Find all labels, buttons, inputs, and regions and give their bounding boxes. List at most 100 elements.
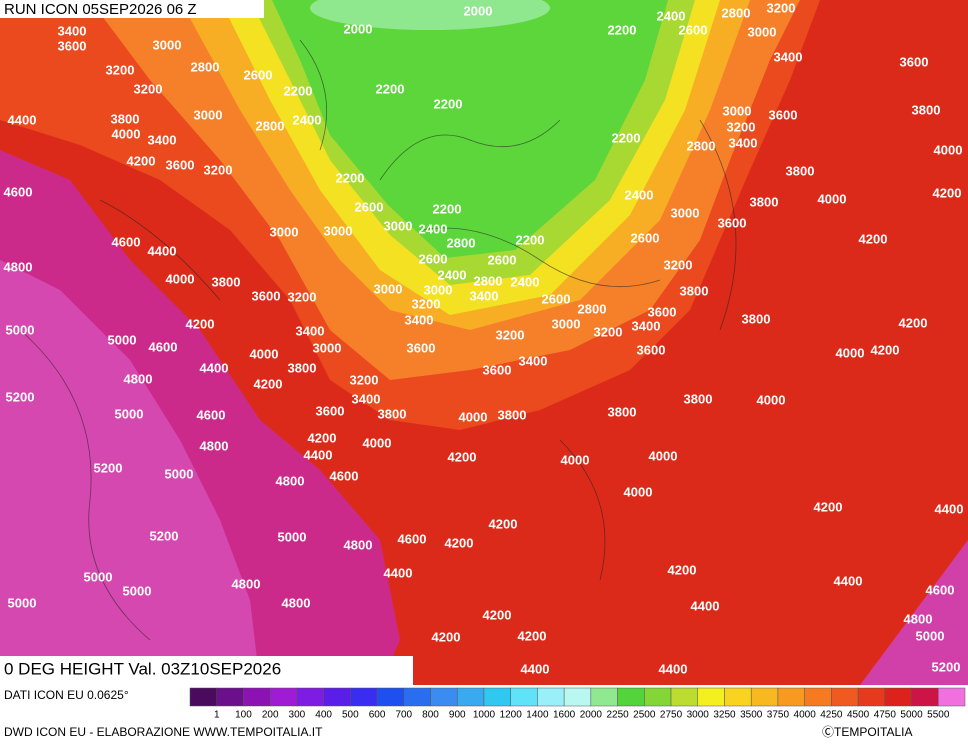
contour-label: 5200 (150, 528, 179, 543)
legend-swatch (189, 687, 217, 707)
legend-label: 300 (289, 710, 306, 721)
legend-label: 3250 (713, 710, 736, 721)
legend-label: 2500 (633, 710, 656, 721)
contour-label: 4000 (818, 191, 847, 206)
contour-label: 3200 (204, 162, 233, 177)
contour-label: 4600 (4, 184, 33, 199)
contour-label: 2200 (284, 83, 313, 98)
contour-label: 4800 (124, 371, 153, 386)
contour-label: 2600 (355, 199, 384, 214)
contour-label: 4000 (934, 142, 963, 157)
legend-swatch (323, 687, 351, 707)
contour-label: 4200 (668, 562, 697, 577)
contour-label: 3800 (498, 407, 527, 422)
contour-label: 4400 (200, 360, 229, 375)
contour-label: 2800 (687, 138, 716, 153)
contour-label: 3200 (288, 289, 317, 304)
contour-label: 3600 (58, 38, 87, 53)
contour-label: 4200 (254, 376, 283, 391)
contour-label: 3800 (786, 163, 815, 178)
contour-label: 5200 (6, 389, 35, 404)
legend-label: 1 (214, 710, 220, 721)
legend-swatch (510, 687, 538, 707)
field-pink-se (860, 540, 968, 685)
contour-label: 3800 (288, 360, 317, 375)
contour-label: 4400 (384, 565, 413, 580)
contour-label: 4200 (899, 315, 928, 330)
contour-label: 2200 (336, 170, 365, 185)
contour-label: 4000 (112, 126, 141, 141)
contour-label: 2400 (419, 221, 448, 236)
legend-label: 100 (235, 710, 252, 721)
contour-label: 3800 (378, 406, 407, 421)
contour-label: 3000 (424, 282, 453, 297)
contour-label: 3400 (519, 353, 548, 368)
contour-label: 4800 (344, 537, 373, 552)
contour-label: 3600 (316, 403, 345, 418)
contour-label: 4400 (148, 243, 177, 258)
contour-label: 3400 (352, 391, 381, 406)
legend-swatch (456, 687, 485, 707)
contour-label: 2800 (256, 118, 285, 133)
contour-label: 4400 (8, 112, 37, 127)
contour-label: 5000 (108, 332, 137, 347)
contour-label: 3000 (374, 281, 403, 296)
contour-label: 3200 (496, 327, 525, 342)
contour-label: 3400 (405, 312, 434, 327)
legend-label: 2750 (660, 710, 683, 721)
contour-label: 2000 (464, 3, 493, 18)
legend-label: 3500 (740, 710, 763, 721)
contour-label: 4200 (859, 231, 888, 246)
contour-label: 4200 (432, 629, 461, 644)
legend-label: 1400 (526, 710, 549, 721)
field: 3400 3600 3000 3200 2800 3200 2600 2200 3000 3800… (0, 0, 968, 685)
contour-label: 3200 (767, 0, 796, 15)
contour-label: 4600 (926, 582, 955, 597)
contour-label: 3400 (148, 132, 177, 147)
contour-label: 5000 (165, 466, 194, 481)
legend-swatch (670, 687, 699, 707)
legend-label: 200 (262, 710, 279, 721)
contour-label: 4400 (691, 598, 720, 613)
legend-swatch (483, 687, 511, 707)
contour-label: 3200 (106, 62, 135, 77)
legend-swatch (563, 687, 592, 707)
contour-label: 2600 (244, 67, 273, 82)
legend-swatch (884, 687, 912, 707)
contour-label: 3000 (723, 103, 752, 118)
contour-label: 4200 (489, 516, 518, 531)
contour-label: 2800 (474, 273, 503, 288)
contour-label: 4200 (448, 449, 477, 464)
legend-swatch (938, 687, 966, 707)
contour-label: 3000 (270, 224, 299, 239)
contour-label: 4600 (197, 407, 226, 422)
legend-swatch (724, 687, 752, 707)
legend-label: 800 (422, 710, 439, 721)
legend-swatch (911, 687, 939, 707)
contour-label: 4800 (276, 473, 305, 488)
contour-label: 4600 (330, 468, 359, 483)
contour-label: 3000 (552, 316, 581, 331)
contour-label: 3600 (166, 157, 195, 172)
legend-swatch (590, 687, 618, 707)
contour-label: 4800 (232, 576, 261, 591)
credit: DWD ICON EU - ELABORAZIONE WWW.TEMPOITAL… (4, 725, 323, 739)
legend-swatch (831, 687, 859, 707)
contour-label: 2600 (419, 251, 448, 266)
legend-swatch (376, 687, 405, 707)
contour-label: 3200 (134, 81, 163, 96)
legend-swatch (804, 687, 832, 707)
contour-label: 3600 (252, 288, 281, 303)
copyright: ⒸTEMPOITALIA (822, 725, 912, 739)
field-pink (0, 260, 260, 685)
contour-label: 4200 (518, 628, 547, 643)
contour-label: 3400 (774, 49, 803, 64)
contour-label: 3800 (680, 283, 709, 298)
contour-label: 4200 (445, 535, 474, 550)
contour-label: 5000 (916, 628, 945, 643)
contour-label: 3600 (769, 107, 798, 122)
contour-label: 4400 (521, 661, 550, 676)
contour-label: 2000 (344, 21, 373, 36)
map-title: 0 DEG HEIGHT Val. 03Z10SEP2026 (4, 659, 281, 678)
